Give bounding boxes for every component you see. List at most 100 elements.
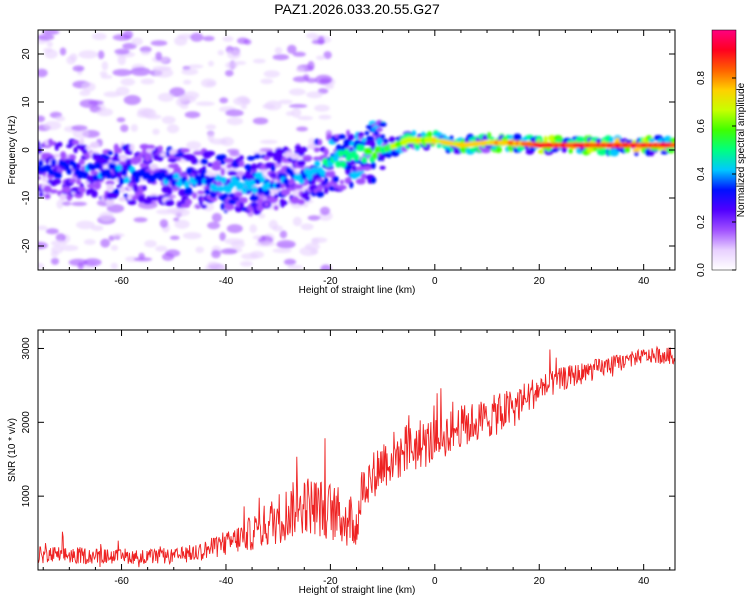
heatmap-noise-cell: [108, 235, 115, 242]
heatmap-cell: [167, 187, 173, 195]
heatmap-ridge-cell: [82, 171, 88, 179]
heatmap-cell: [333, 182, 339, 189]
heatmap-noise-cell: [159, 219, 169, 228]
heatmap-noise-cell: [79, 90, 91, 97]
heatmap-cell: [91, 192, 98, 198]
heatmap-noise-cell: [235, 171, 245, 178]
heatmap-cell: [178, 188, 186, 197]
heatmap-noise-cell: [79, 99, 99, 108]
heatmap-cell: [349, 146, 354, 153]
heatmap-cell: [388, 136, 396, 144]
y-tick-label: 2000: [21, 411, 32, 434]
heatmap-cell: [512, 133, 522, 142]
heatmap-ridge-cell: [55, 171, 62, 179]
x-tick-label: 40: [638, 276, 650, 287]
heatmap-cell: [149, 195, 159, 201]
heatmap-cell: [370, 161, 376, 170]
heatmap-cell: [349, 181, 354, 189]
heatmap-cell: [270, 164, 276, 173]
heatmap-cell: [411, 130, 417, 137]
heatmap-cell: [380, 134, 386, 139]
heatmap-cell: [119, 186, 126, 193]
heatmap-ridge-cell: [66, 167, 73, 175]
heatmap-ridge-cell: [123, 176, 130, 184]
heatmap-noise-cell: [38, 34, 55, 41]
heatmap-cell: [337, 134, 346, 140]
heatmap-noise-cell: [249, 224, 257, 234]
heatmap-noise-cell: [133, 257, 153, 262]
heatmap-noise-cell: [51, 240, 67, 247]
heatmap-x-ticks: -60 -40 -20 0 20 40: [42, 30, 671, 287]
heatmap-noise-cell: [130, 67, 151, 76]
snr-series-line: [38, 345, 675, 568]
heatmap-noise-cell: [315, 55, 326, 61]
heatmap-cell: [324, 177, 329, 185]
heatmap-ridge-cell: [121, 168, 128, 176]
heatmap-cell: [370, 176, 377, 184]
colorbar-gradient: [711, 29, 737, 271]
heatmap-cell: [76, 179, 82, 185]
heatmap-noise-cell: [144, 114, 162, 120]
heatmap-noise-cell: [50, 250, 59, 258]
heatmap-cell: [200, 204, 208, 209]
heatmap-cell: [180, 148, 191, 153]
heatmap-noise-cell: [122, 30, 134, 40]
heatmap-noise-cell: [66, 55, 76, 65]
heatmap-noise-cell: [288, 104, 308, 108]
heatmap-cell: [256, 204, 264, 212]
heatmap-noise-cell: [99, 71, 108, 77]
heatmap-cell: [68, 178, 77, 183]
heatmap-cell: [105, 180, 115, 186]
heatmap-cell: [226, 163, 232, 169]
x-tick-label: -20: [323, 276, 338, 287]
heatmap-ridge-cell: [361, 156, 368, 164]
heatmap-cell: [297, 160, 306, 167]
heatmap-ridge-cell: [672, 142, 675, 148]
heatmap-cell: [283, 200, 288, 205]
x-tick-label: 40: [638, 576, 650, 587]
heatmap-cell: [43, 185, 52, 193]
heatmap-y-ticks: -20 -10 0 10 20: [21, 48, 675, 253]
heatmap-noise-cell: [240, 261, 253, 267]
heatmap-noise-cell: [169, 87, 186, 97]
heatmap-ridge-cell: [168, 173, 175, 181]
heatmap-cell: [146, 144, 156, 150]
heatmap-noise-cell: [240, 104, 248, 110]
heatmap-noise-cell: [296, 126, 308, 132]
heatmap-cell: [112, 188, 120, 195]
heatmap-noise-cell: [278, 99, 293, 105]
heatmap-cell: [300, 146, 308, 152]
chart-title: PAZ1.2026.033.20.55.G27: [274, 1, 440, 17]
colorbar-label: Normalized spectral amplitude: [736, 82, 747, 217]
heatmap-noise-cell: [230, 241, 245, 249]
colorbar-tick-label: 0.8: [696, 71, 707, 85]
heatmap-cell: [174, 153, 184, 158]
heatmap-noise-cell: [287, 264, 303, 270]
heatmap-cell: [332, 175, 339, 183]
heatmap-noise-cell: [297, 115, 313, 121]
heatmap-cell: [103, 156, 111, 160]
heatmap-ridge-cell: [343, 148, 350, 156]
heatmap-cell: [238, 159, 245, 168]
heatmap-noise-cell: [173, 217, 180, 222]
heatmap-cell: [273, 205, 279, 211]
heatmap-noise-cell: [219, 97, 229, 104]
heatmap-cell: [382, 138, 389, 144]
heatmap-noise-cell: [263, 70, 280, 78]
x-tick-label: 0: [432, 576, 438, 587]
heatmap-cell: [275, 147, 284, 156]
heatmap-cell: [364, 130, 370, 136]
heatmap-noise-cell: [166, 124, 180, 134]
heatmap-cell: [358, 132, 364, 137]
heatmap-cell: [89, 141, 99, 149]
heatmap-noise-cell: [205, 81, 216, 86]
heatmap-cell: [38, 192, 44, 197]
heatmap-noise-cell: [320, 264, 332, 270]
heatmap-cell: [376, 137, 383, 146]
heatmap-cell: [107, 150, 114, 156]
heatmap-noise-cell: [219, 232, 226, 241]
heatmap-noise-cell: [112, 69, 132, 77]
heatmap-noise-cell: [78, 50, 98, 59]
colorbar-tick-label: 0.6: [696, 119, 707, 133]
heatmap-cell: [297, 199, 306, 205]
